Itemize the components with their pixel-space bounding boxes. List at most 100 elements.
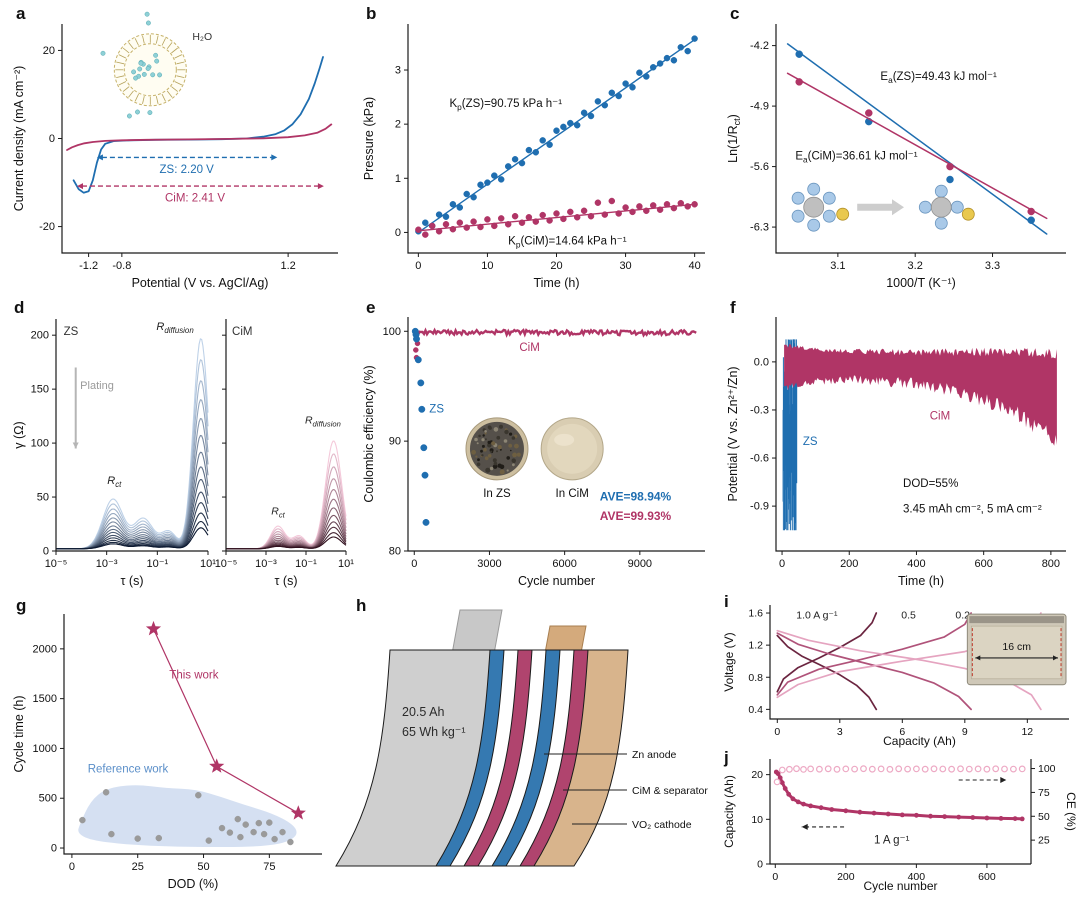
svg-text:6000: 6000 [552,558,576,570]
svg-text:DOD=55%: DOD=55% [903,478,958,490]
svg-text:0.0: 0.0 [754,356,769,368]
svg-text:6: 6 [899,726,905,738]
svg-text:ZS: ZS [803,436,818,448]
schematic-pouch-cell: 20.5 Ah 65 Wh kg⁻¹ Zn anode CiM & separator… [335,609,708,867]
svg-text:CiM: CiM [519,342,539,354]
svg-text:0.4: 0.4 [748,704,763,716]
panel-label-h: h [356,596,367,615]
svg-text:200: 200 [837,871,855,883]
chart-dod-comparison: 0 25 50 75 0 500 1000 1500 2000 DOD (%) Cycle time… [12,614,322,891]
svg-text:Coulombic efficiency (%): Coulombic efficiency (%) [362,365,376,502]
svg-text:3.1: 3.1 [830,260,845,272]
svg-text:3.45 mAh cm⁻², 5 mA cm⁻²: 3.45 mAh cm⁻², 5 mA cm⁻² [903,504,1042,516]
svg-text:50: 50 [37,492,49,504]
svg-text:AVE=98.94%: AVE=98.94% [600,489,672,503]
svg-text:65 Wh kg⁻¹: 65 Wh kg⁻¹ [402,725,466,739]
svg-text:Plating: Plating [80,380,114,392]
svg-text:-0.3: -0.3 [750,404,769,416]
svg-text:In ZS: In ZS [483,488,511,500]
svg-text:10⁻⁵: 10⁻⁵ [45,558,68,570]
svg-text:50: 50 [1038,811,1050,823]
svg-text:Rct: Rct [107,475,122,489]
svg-text:3: 3 [837,726,843,738]
svg-text:80: 80 [389,546,401,558]
svg-text:CiM & separator: CiM & separator [632,785,708,797]
svg-text:9000: 9000 [628,558,652,570]
svg-text:Pressure (kPa): Pressure (kPa) [362,97,376,180]
svg-text:Reference work: Reference work [88,763,169,775]
svg-text:1.6: 1.6 [748,608,763,620]
svg-text:In CiM: In CiM [556,488,589,500]
svg-text:CiM: CiM [232,326,252,338]
panel-label-g: g [16,596,27,615]
svg-text:10⁻³: 10⁻³ [255,558,277,570]
svg-text:1.0 A g⁻¹: 1.0 A g⁻¹ [796,610,838,622]
svg-text:0: 0 [411,558,417,570]
svg-text:0: 0 [51,843,57,855]
svg-text:0.5: 0.5 [901,610,916,622]
svg-text:0: 0 [395,227,401,239]
svg-text:ZS: ZS [64,326,79,338]
svg-text:Ea(ZS)=49.43 kJ mol⁻¹: Ea(ZS)=49.43 kJ mol⁻¹ [880,71,997,85]
svg-text:τ (s): τ (s) [275,574,298,588]
svg-text:90: 90 [389,436,401,448]
svg-text:0: 0 [43,546,49,558]
svg-text:-4.9: -4.9 [750,101,769,113]
chart-pressure-vs-time: 0 10 20 30 40 0 1 2 3 Time (h) Pressure (kPa) Kp(ZS… [362,24,705,290]
chart-symmetric-cycling: 0 200 400 600 800 0.0 -0.3 -0.6 -0.9 Time (h) Pote… [726,317,1066,588]
svg-text:Capacity (Ah): Capacity (Ah) [883,734,956,748]
svg-text:100: 100 [31,438,49,450]
svg-text:0: 0 [779,558,785,570]
svg-text:Rct: Rct [271,505,285,519]
svg-text:1.2: 1.2 [748,640,763,652]
svg-text:Capacity (Ah): Capacity (Ah) [722,775,736,848]
svg-text:600: 600 [974,558,992,570]
svg-text:CiM: 2.41 V: CiM: 2.41 V [165,192,225,204]
svg-text:γ (Ω): γ (Ω) [12,421,26,448]
svg-text:100: 100 [1038,763,1056,775]
svg-text:16 cm: 16 cm [1002,641,1031,653]
svg-text:Rdiffusion: Rdiffusion [305,415,341,429]
chart-long-cycling: 0 200 400 600 0 10 20 25 50 75 100 Cycle number Capa… [722,759,1078,893]
svg-text:τ (s): τ (s) [121,574,144,588]
svg-text:1 A g⁻¹: 1 A g⁻¹ [874,834,910,846]
panel-label-b: b [366,4,377,23]
svg-text:10⁻¹: 10⁻¹ [295,558,317,570]
chart-coulombic-efficiency: 0 3000 6000 9000 80 90 100 Cycle number Coulombi… [362,317,705,588]
svg-text:0: 0 [774,726,780,738]
panel-label-a: a [16,4,26,23]
svg-text:Time (h): Time (h) [533,276,579,290]
svg-text:CiM: CiM [930,411,950,423]
svg-text:800: 800 [1042,558,1060,570]
svg-text:1500: 1500 [33,693,57,705]
svg-text:10: 10 [481,260,493,272]
svg-text:20: 20 [751,769,763,781]
svg-text:0.2: 0.2 [955,610,970,622]
svg-text:3.2: 3.2 [908,260,923,272]
svg-text:0: 0 [415,260,421,272]
svg-text:Kp(CiM)=14.64 kPa h⁻¹: Kp(CiM)=14.64 kPa h⁻¹ [508,235,627,249]
chart-drt-zs: 10⁻⁵ 10⁻³ 10⁻¹ 10¹ 0 50 100 150 200 τ (s) γ (Ω) ZS R… [12,319,216,588]
panel-label-d: d [14,298,25,317]
chart-arrhenius: 3.1 3.2 3.3 -4.2 -4.9 -5.6 -6.3 1000/T (K⁻¹) Ln(… [726,24,1066,290]
svg-text:3000: 3000 [477,558,501,570]
svg-text:200: 200 [840,558,858,570]
svg-text:150: 150 [31,384,49,396]
svg-text:600: 600 [978,871,996,883]
svg-text:10⁻³: 10⁻³ [96,558,118,570]
svg-text:H₂O: H₂O [192,31,212,43]
svg-text:Rdiffusion: Rdiffusion [156,321,194,335]
svg-text:Potential (V vs. AgCl/Ag): Potential (V vs. AgCl/Ag) [132,276,269,290]
svg-text:75: 75 [263,861,275,873]
svg-text:Kp(ZS)=90.75 kPa h⁻¹: Kp(ZS)=90.75 kPa h⁻¹ [449,98,562,112]
svg-text:25: 25 [1038,835,1050,847]
panel-label-f: f [730,298,736,317]
svg-text:100: 100 [383,326,401,338]
svg-text:ZS: 2.20 V: ZS: 2.20 V [160,164,215,176]
svg-text:-0.9: -0.9 [750,501,769,513]
svg-text:2000: 2000 [33,643,57,655]
svg-text:-1.2: -1.2 [79,260,98,272]
svg-text:12: 12 [1021,726,1033,738]
svg-text:CE (%): CE (%) [1064,792,1078,831]
